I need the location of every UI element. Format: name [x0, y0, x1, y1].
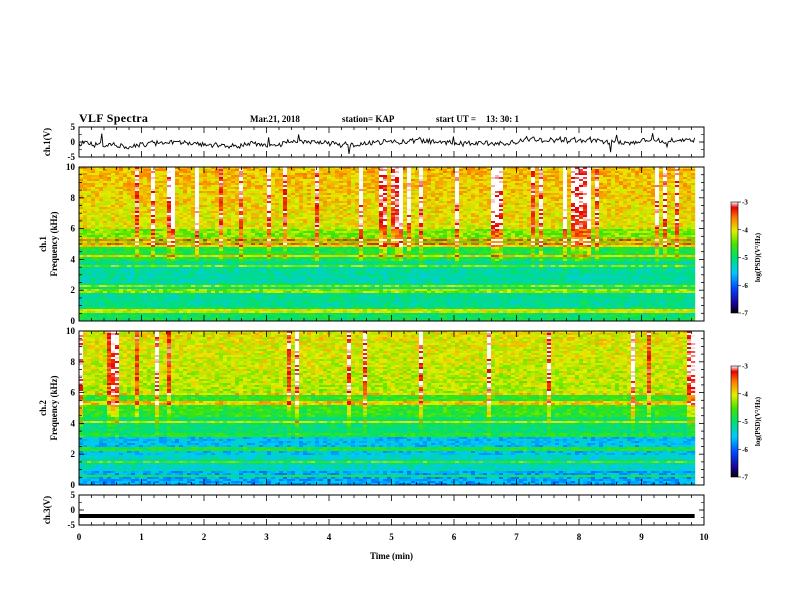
x-tick-label: 6 — [452, 532, 457, 542]
ch2-spectrogram — [79, 331, 696, 486]
ch1-spectrogram — [79, 167, 696, 322]
station-label: station= KAP — [342, 114, 394, 124]
x-tick-label: 1 — [139, 532, 144, 542]
ch1-waveform-line — [78, 133, 696, 154]
figure-title: VLF Spectra — [79, 111, 148, 126]
colorbar-tick-label: -5 — [742, 418, 748, 426]
y-tick-label: 4 — [71, 418, 76, 428]
y-axis-label: Frequency (kHz) — [49, 211, 59, 276]
y-tick-label: 6 — [71, 388, 76, 398]
colorbar-tick-label: -6 — [742, 282, 748, 290]
x-axis-label: Time (min) — [370, 551, 413, 561]
y-tick-label: 0 — [71, 137, 76, 147]
start-time-value: 13: 30: 1 — [486, 114, 519, 124]
y-tick-label: 0 — [71, 316, 76, 326]
y-tick-label: 0 — [71, 480, 76, 490]
y-axis-label: ch.3(V) — [42, 496, 52, 524]
channel-label: ch.1 — [38, 236, 48, 252]
channel-label: ch.2 — [38, 400, 48, 416]
x-tick-label: 3 — [264, 532, 269, 542]
colorbar — [730, 365, 739, 478]
colorbar-label: log(PSD)(V²/Hz) — [754, 396, 762, 446]
colorbar-tick-label: -7 — [742, 474, 748, 482]
x-tick-label: 0 — [77, 532, 82, 542]
colorbar-tick-label: -6 — [742, 446, 748, 454]
colorbar-tick-label: -3 — [742, 199, 748, 207]
y-axis-label: ch.1(V) — [42, 128, 52, 156]
colorbar-tick-label: -4 — [742, 390, 748, 398]
colorbar — [730, 201, 739, 314]
colorbar-tick-label: -5 — [742, 254, 748, 262]
colorbar-tick-label: -3 — [742, 363, 748, 371]
colorbar-tick-label: -7 — [742, 310, 748, 318]
colorbar-label: log(PSD)(V²/Hz) — [754, 232, 762, 282]
y-tick-label: 6 — [71, 224, 76, 234]
y-tick-label: 2 — [71, 285, 76, 295]
x-tick-label: 2 — [202, 532, 207, 542]
y-tick-label: 5 — [71, 490, 76, 500]
x-tick-label: 8 — [577, 532, 582, 542]
y-tick-label: -5 — [68, 520, 76, 530]
start-time-label: start UT = — [436, 114, 476, 124]
y-tick-label: 10 — [66, 162, 76, 172]
y-tick-label: -5 — [68, 152, 76, 162]
y-tick-label: 5 — [71, 122, 76, 132]
y-tick-label: 8 — [71, 193, 76, 203]
x-tick-label: 10 — [700, 532, 710, 542]
y-tick-label: 0 — [71, 505, 76, 515]
y-tick-label: 8 — [71, 357, 76, 367]
x-tick-label: 7 — [514, 532, 519, 542]
colorbar-tick-label: -4 — [742, 226, 748, 234]
x-tick-label: 9 — [639, 532, 644, 542]
y-tick-label: 2 — [71, 449, 76, 459]
x-tick-label: 4 — [327, 532, 332, 542]
y-axis-label: Frequency (kHz) — [49, 375, 59, 440]
date-label: Mar.21, 2018 — [250, 114, 300, 124]
y-tick-label: 4 — [71, 254, 76, 264]
x-tick-label: 5 — [389, 532, 394, 542]
y-tick-label: 10 — [66, 326, 76, 336]
